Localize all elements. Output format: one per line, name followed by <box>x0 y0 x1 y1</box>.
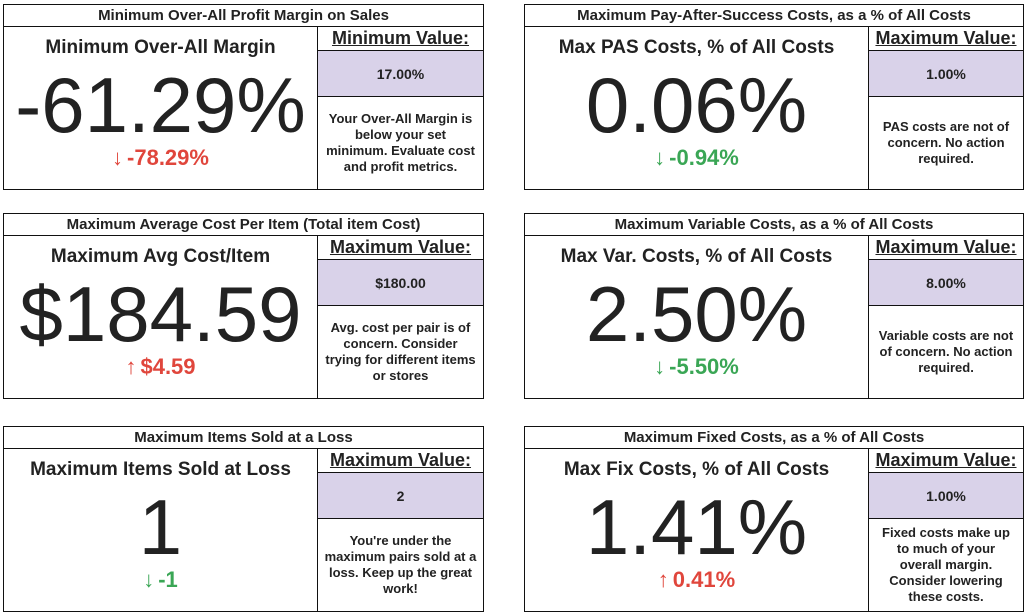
card-header: Maximum Variable Costs, as a % of All Co… <box>524 213 1024 236</box>
kpi-card: Maximum Fixed Costs, as a % of All Costs… <box>524 426 1024 612</box>
limit-value: $180.00 <box>317 259 484 306</box>
delta-value: $4.59 <box>140 354 196 379</box>
card-header: Maximum Fixed Costs, as a % of All Costs <box>524 426 1024 449</box>
delta-value: -5.50% <box>669 354 739 379</box>
metric-title: Minimum Over-All Margin <box>45 37 276 58</box>
delta-arrow: ↑ <box>125 354 137 379</box>
limit-label: Maximum Value: <box>868 26 1024 51</box>
limit-label: Maximum Value: <box>868 448 1024 473</box>
limit-label: Maximum Value: <box>868 235 1024 260</box>
limit-value: 1.00% <box>868 50 1024 97</box>
kpi-card: Maximum Items Sold at a Loss Maximum Item… <box>3 426 484 612</box>
delta-value: -0.94% <box>669 145 739 170</box>
delta-value: 0.41% <box>672 567 736 592</box>
kpi-card: Minimum Over-All Profit Margin on Sales M… <box>3 4 484 190</box>
metric-title: Max Var. Costs, % of All Costs <box>560 246 833 267</box>
status-message: Avg. cost per pair is of concern. Consid… <box>317 305 484 399</box>
metric-value: 0.06% <box>585 61 808 149</box>
status-message: PAS costs are not of concern. No action … <box>868 96 1024 190</box>
metric-value: $184.59 <box>19 270 302 358</box>
card-header: Maximum Average Cost Per Item (Total ite… <box>3 213 484 236</box>
card-body: Max PAS Costs, % of All Costs 0.06% ↓ -0.94… <box>524 26 869 190</box>
limit-value: 17.00% <box>317 50 484 97</box>
status-message: Your Over-All Margin is below your set m… <box>317 96 484 190</box>
limit-value: 1.00% <box>868 472 1024 519</box>
status-message: You're under the maximum pairs sold at a… <box>317 518 484 612</box>
kpi-card: Maximum Pay-After-Success Costs, as a % … <box>524 4 1024 190</box>
limit-label: Maximum Value: <box>317 448 484 473</box>
delta: ↓ -78.29% <box>4 145 317 171</box>
card-body: Minimum Over-All Margin -61.29% ↓ -78.29% <box>3 26 318 190</box>
delta-value: -1 <box>158 567 178 592</box>
delta-arrow: ↑ <box>657 567 669 592</box>
limit-value: 2 <box>317 472 484 519</box>
metric-value: -61.29% <box>15 61 306 149</box>
card-header: Minimum Over-All Profit Margin on Sales <box>3 4 484 27</box>
metric-value: 1.41% <box>585 483 808 571</box>
delta-arrow: ↓ <box>143 567 155 592</box>
limit-label: Maximum Value: <box>317 235 484 260</box>
status-message: Variable costs are not of concern. No ac… <box>868 305 1024 399</box>
delta: ↑ $4.59 <box>4 354 317 380</box>
delta: ↓ -5.50% <box>525 354 868 380</box>
kpi-card: Maximum Average Cost Per Item (Total ite… <box>3 213 484 399</box>
metric-title: Maximum Items Sold at Loss <box>30 459 291 480</box>
card-body: Maximum Avg Cost/Item $184.59 ↑ $4.59 <box>3 235 318 399</box>
limit-label: Minimum Value: <box>317 26 484 51</box>
status-message: Fixed costs make up to much of your over… <box>868 518 1024 612</box>
metric-value: 1 <box>138 483 183 571</box>
limit-value: 8.00% <box>868 259 1024 306</box>
metric-title: Maximum Avg Cost/Item <box>50 246 271 267</box>
delta-arrow: ↓ <box>112 145 124 170</box>
card-body: Max Var. Costs, % of All Costs 2.50% ↓ -5.5… <box>524 235 869 399</box>
metric-title: Max Fix Costs, % of All Costs <box>563 459 830 480</box>
kpi-card: Maximum Variable Costs, as a % of All Co… <box>524 213 1024 399</box>
metric-value: 2.50% <box>585 270 808 358</box>
card-body: Maximum Items Sold at Loss 1 ↓ -1 <box>3 448 318 612</box>
delta-arrow: ↓ <box>654 145 666 170</box>
delta: ↓ -0.94% <box>525 145 868 171</box>
card-header: Maximum Pay-After-Success Costs, as a % … <box>524 4 1024 27</box>
delta-value: -78.29% <box>127 145 209 170</box>
delta: ↓ -1 <box>4 567 317 593</box>
card-header: Maximum Items Sold at a Loss <box>3 426 484 449</box>
card-body: Max Fix Costs, % of All Costs 1.41% ↑ 0.41% <box>524 448 869 612</box>
metric-title: Max PAS Costs, % of All Costs <box>558 37 835 58</box>
delta-arrow: ↓ <box>654 354 666 379</box>
delta: ↑ 0.41% <box>525 567 868 593</box>
